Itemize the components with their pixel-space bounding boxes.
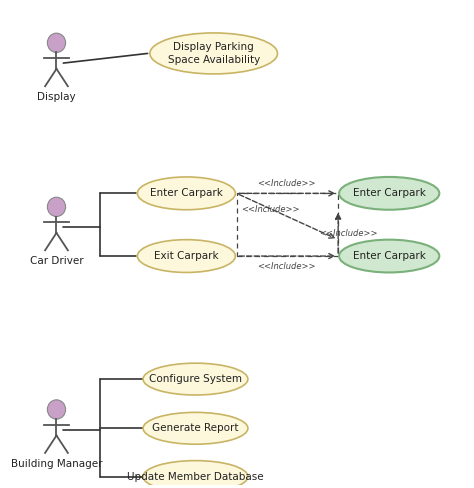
Text: Enter Carpark: Enter Carpark bbox=[150, 188, 223, 198]
Text: Display Parking
Space Availability: Display Parking Space Availability bbox=[168, 42, 260, 64]
Ellipse shape bbox=[143, 412, 248, 444]
Text: Update Member Database: Update Member Database bbox=[127, 471, 264, 482]
Text: Car Driver: Car Driver bbox=[30, 256, 83, 266]
Circle shape bbox=[47, 33, 65, 53]
Text: Exit Carpark: Exit Carpark bbox=[154, 251, 219, 261]
Text: Generate Report: Generate Report bbox=[152, 423, 239, 433]
Text: Enter Carpark: Enter Carpark bbox=[353, 188, 426, 198]
Circle shape bbox=[47, 400, 65, 419]
Ellipse shape bbox=[143, 363, 248, 395]
Text: Building Manager: Building Manager bbox=[11, 459, 102, 468]
Text: <<Include>>: <<Include>> bbox=[241, 205, 300, 214]
Ellipse shape bbox=[339, 240, 439, 272]
Text: Enter Carpark: Enter Carpark bbox=[353, 251, 426, 261]
Ellipse shape bbox=[339, 177, 439, 210]
Ellipse shape bbox=[137, 240, 236, 272]
Text: Configure System: Configure System bbox=[149, 374, 242, 384]
Ellipse shape bbox=[143, 461, 248, 488]
Text: Display: Display bbox=[37, 92, 76, 102]
Text: <<Include>>: <<Include>> bbox=[319, 229, 377, 238]
Ellipse shape bbox=[137, 177, 236, 210]
Text: <<Include>>: <<Include>> bbox=[257, 262, 316, 271]
Text: <<Include>>: <<Include>> bbox=[257, 179, 316, 188]
Circle shape bbox=[47, 197, 65, 217]
Ellipse shape bbox=[150, 33, 277, 74]
